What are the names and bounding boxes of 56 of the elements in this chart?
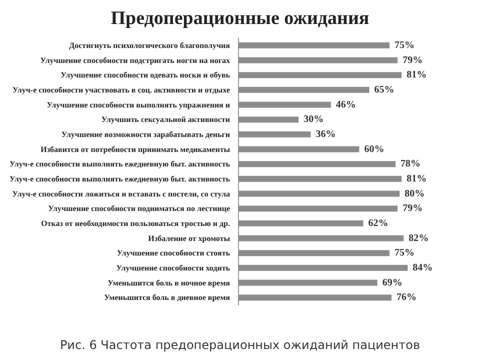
bar <box>238 264 408 271</box>
data-label: 60% <box>364 144 384 155</box>
data-label: 76% <box>396 292 417 304</box>
data-label: 78% <box>400 158 421 170</box>
y-tick-label: Улучшение способности подстригать ногти на ногах <box>40 56 230 65</box>
y-tick-label: Уменьшится боль в дневное время <box>104 293 231 302</box>
bar <box>238 250 390 256</box>
bar <box>238 235 404 242</box>
y-tick-label: Избавится от потребности принимать медикаменты <box>40 144 231 154</box>
data-label: 82% <box>408 232 429 244</box>
y-tick-label: Улучшить сексуальной активности <box>101 115 230 124</box>
y-tick-label: Улучшение способности одевать носки и обувь <box>60 70 231 80</box>
y-tick-label: Улучшение способности выполнять упражнения и <box>46 100 230 110</box>
y-tick-label: Улучшение способности стоять <box>116 248 231 258</box>
data-label: 75% <box>394 248 414 259</box>
text: Рис. 6 Частота предоперационных ожиданий пациентов <box>60 338 420 352</box>
data-label: 46% <box>336 99 356 110</box>
bar <box>238 206 398 212</box>
y-tick-label: Достигнуть психологического благополучия <box>69 40 231 50</box>
bar <box>238 190 400 197</box>
chart-title: Предоперационные ожидания <box>110 8 370 29</box>
y-tick-label: Улучшение возможности зарабатывать деньги <box>61 130 230 139</box>
data-label: 62% <box>368 218 388 229</box>
data-label: 84% <box>412 262 433 274</box>
data-label: 79% <box>402 203 423 214</box>
data-label: 69% <box>382 277 402 288</box>
data-label: 79% <box>402 54 423 66</box>
data-label: 30% <box>304 114 324 126</box>
y-tick-label: Улуч-е способности выполнять ежедневную быт. активность <box>9 160 231 169</box>
bar <box>238 294 392 301</box>
y-tick-label: Уменьшится боль в ночное время <box>108 278 231 288</box>
bar <box>238 280 378 286</box>
bar <box>238 161 396 168</box>
bar <box>238 146 360 152</box>
bar <box>238 102 331 108</box>
bar <box>238 72 402 78</box>
bar <box>238 220 364 226</box>
y-tick-label: Улуч-е способности участвовать в соц. активности и отдыхе <box>12 85 230 94</box>
bar <box>238 42 390 48</box>
data-label: 80% <box>404 188 425 200</box>
data-label: 36% <box>316 128 336 140</box>
bar <box>238 86 370 93</box>
data-label: 81% <box>406 70 427 81</box>
y-tick-label: Избаление от хромоты <box>148 234 231 243</box>
bar <box>238 131 311 138</box>
y-tick-label: Улучшение способности подниматься по лестнице <box>48 204 230 214</box>
data-label: 81% <box>406 173 427 184</box>
y-tick-label: Отказ от необходимости пользоваться тростью и др. <box>41 218 230 228</box>
bar <box>238 116 299 123</box>
y-tick-label: Улуч-е способности выполнять ежедневную быт. активность <box>9 174 231 184</box>
y-tick-label: Улучшение способности ходить <box>116 263 231 272</box>
bar <box>238 57 398 64</box>
y-tick-label: Улуч-е способности ложиться и вставать с постели, со стула <box>12 189 230 198</box>
data-label: 65% <box>374 84 394 96</box>
data-label: 75% <box>394 40 414 51</box>
bar <box>238 176 402 182</box>
